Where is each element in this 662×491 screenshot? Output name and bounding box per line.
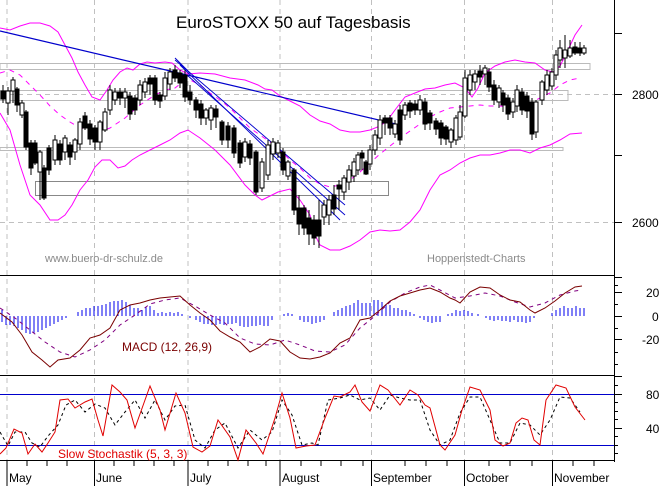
y-label-macd-minus20: -20: [642, 333, 660, 347]
y-axis: 2800 2600 20 0 -20 80 40: [614, 0, 660, 462]
bollinger-middle: [0, 69, 581, 188]
y-label-macd-0: 0: [652, 310, 659, 324]
macd-line: [0, 285, 583, 368]
macd-signal-line: [0, 284, 583, 358]
panel-separators: [0, 275, 614, 461]
x-axis: May June July August September October N…: [6, 460, 609, 486]
price-panel: EuroSTOXX 50 auf Tagesbasis www.buero-dr…: [0, 0, 614, 460]
chart-title: EuroSTOXX 50 auf Tagesbasis: [176, 13, 411, 32]
y-label-stoch-40: 40: [646, 422, 660, 436]
trendlines: [0, 30, 401, 221]
stochastic-panel: Slow Stochastik (5, 3, 3): [0, 383, 614, 462]
y-label-2600: 2600: [632, 216, 659, 230]
x-label-may: May: [9, 471, 32, 485]
watermark-website: www.buero-dr-schulz.de: [44, 253, 163, 265]
macd-panel: MACD (12, 26,9): [0, 284, 585, 368]
y-label-2800: 2800: [632, 88, 659, 102]
x-label-october: October: [466, 471, 509, 485]
x-label-september: September: [373, 471, 432, 485]
stoch-k-line: [0, 383, 586, 462]
y-label-macd-20: 20: [646, 286, 660, 300]
x-label-july: July: [190, 471, 211, 485]
macd-histogram: [1, 300, 585, 334]
y-label-stoch-80: 80: [646, 388, 660, 402]
bollinger-bands: [0, 22, 583, 251]
x-label-august: August: [282, 471, 320, 485]
stoch-d-line: [0, 394, 581, 449]
watermark-source: Hoppenstedt-Charts: [427, 253, 526, 265]
x-label-november: November: [554, 471, 609, 485]
stochastic-label: Slow Stochastik (5, 3, 3): [58, 447, 187, 461]
macd-label: MACD (12, 26,9): [122, 340, 212, 354]
candlesticks: [0, 35, 587, 248]
x-label-june: June: [96, 471, 122, 485]
bollinger-lower: [0, 112, 583, 251]
